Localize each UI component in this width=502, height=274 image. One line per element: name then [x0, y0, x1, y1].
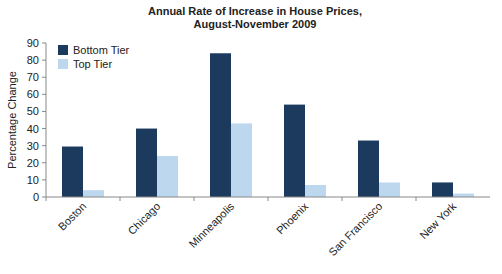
x-tick-label: Boston — [56, 200, 89, 233]
bars — [62, 53, 474, 197]
y-tick — [42, 179, 46, 180]
x-tick — [342, 197, 343, 201]
y-tick — [42, 111, 46, 112]
bar — [231, 123, 252, 197]
bar — [83, 190, 104, 197]
x-tick-label: Chicago — [125, 200, 162, 237]
bar — [358, 141, 379, 197]
bar — [432, 182, 453, 197]
x-tick — [120, 197, 121, 201]
legend-label: Top Tier — [73, 58, 112, 70]
y-tick-label: 20 — [27, 157, 39, 169]
title: Annual Rate of Increase in House Prices, — [148, 5, 362, 17]
bar — [136, 129, 157, 197]
y-axis-label: Percentage Change — [6, 71, 18, 169]
y-tick-label: 50 — [27, 105, 39, 117]
y-tick — [42, 94, 46, 95]
y-tick — [42, 43, 46, 44]
chart: Annual Rate of Increase in House Prices,… — [0, 0, 502, 274]
y-tick — [42, 197, 46, 198]
x-tick — [194, 197, 195, 201]
x-tick-label: Phoenix — [274, 200, 311, 237]
subtitle: August-November 2009 — [194, 18, 317, 30]
bar — [305, 185, 326, 197]
y-tick — [42, 77, 46, 78]
x-tick-label: Minneapolis — [186, 200, 236, 250]
bar — [284, 105, 305, 197]
y-tick — [42, 145, 46, 146]
y-tick-label: 60 — [27, 88, 39, 100]
x-tick — [268, 197, 269, 201]
y-tick-label: 90 — [27, 37, 39, 49]
y-tick — [42, 128, 46, 129]
bar — [62, 147, 83, 197]
y-tick-label: 0 — [33, 191, 39, 203]
y-tick — [42, 162, 46, 163]
y-tick-label: 30 — [27, 140, 39, 152]
legend-label: Bottom Tier — [73, 44, 130, 56]
bar — [157, 156, 178, 197]
y-tick-label: 10 — [27, 174, 39, 186]
bar — [210, 53, 231, 197]
y-tick-label: 70 — [27, 71, 39, 83]
legend-swatch — [58, 59, 68, 69]
y-axis — [46, 43, 47, 197]
bar — [379, 182, 400, 197]
y-tick-label: 80 — [27, 54, 39, 66]
x-tick — [416, 197, 417, 201]
x-tick-label: San Francisco — [326, 200, 384, 258]
bar — [453, 194, 474, 197]
x-tick-label: New York — [417, 200, 459, 242]
y-tick-label: 40 — [27, 123, 39, 135]
legend-swatch — [58, 45, 68, 55]
y-tick — [42, 60, 46, 61]
x-tick — [46, 197, 47, 201]
